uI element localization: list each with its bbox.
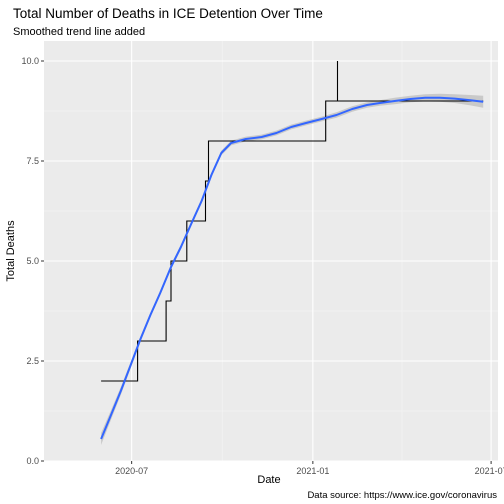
axis-ticks: 0.0 2.5 5.0 7.5 10.0 2020-07 2021-01 2021-07 xyxy=(21,56,504,476)
chart-title: Total Number of Deaths in ICE Detention … xyxy=(13,6,323,21)
y-tick-label: 7.5 xyxy=(26,156,39,166)
x-tick-label: 2021-07 xyxy=(475,466,504,476)
x-tick-label: 2021-01 xyxy=(296,466,329,476)
chart-subtitle: Smoothed trend line added xyxy=(13,26,145,38)
x-tick-label: 2020-07 xyxy=(115,466,148,476)
cumulative-deaths-step-line xyxy=(101,61,484,382)
x-axis-label: Date xyxy=(257,474,280,486)
plot-panel xyxy=(44,41,498,461)
y-tick-label: 10.0 xyxy=(21,56,39,66)
y-tick-label: 2.5 xyxy=(26,356,39,366)
major-gridlines xyxy=(44,41,498,462)
y-axis-label: Total Deaths xyxy=(5,220,17,282)
y-tick-label: 0.0 xyxy=(26,456,39,466)
chart-caption: Data source: https://www.ice.gov/coronav… xyxy=(307,490,497,501)
y-tick-label: 5.0 xyxy=(26,256,39,266)
smoothed-trend-line xyxy=(100,96,484,440)
minor-gridlines xyxy=(44,41,498,461)
chart-marks xyxy=(100,61,484,446)
